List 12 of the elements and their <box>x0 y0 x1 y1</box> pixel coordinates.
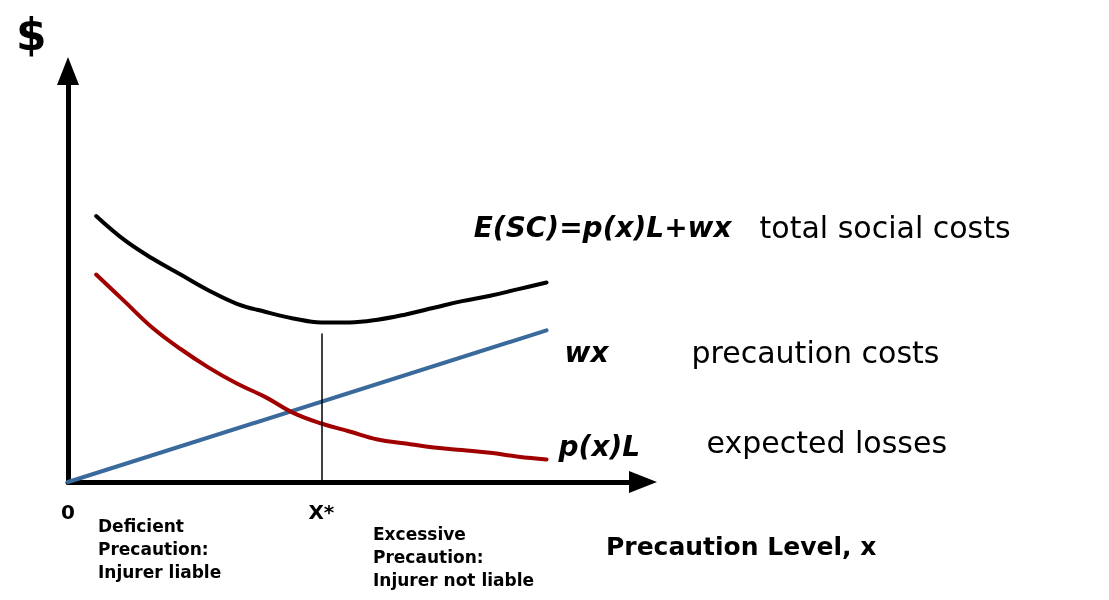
x-tick-label: X* <box>308 500 335 524</box>
y-axis-title: $ <box>16 8 47 60</box>
text: Deficient Precaution: Injurer liable <box>98 515 222 582</box>
x-axis-title: Precaution Level, x <box>606 532 877 561</box>
series-label: wx <box>564 335 610 369</box>
text: expected losses <box>706 424 948 460</box>
text: Excessive Precaution: Injurer not liable <box>373 523 535 590</box>
text: total social costs <box>759 210 1011 245</box>
series-label: p(x)L <box>557 429 641 463</box>
series-label: E(SC)=p(x)L+wx <box>473 211 733 244</box>
x-tick-label: 0 <box>61 500 75 524</box>
text: precaution costs <box>691 334 940 370</box>
